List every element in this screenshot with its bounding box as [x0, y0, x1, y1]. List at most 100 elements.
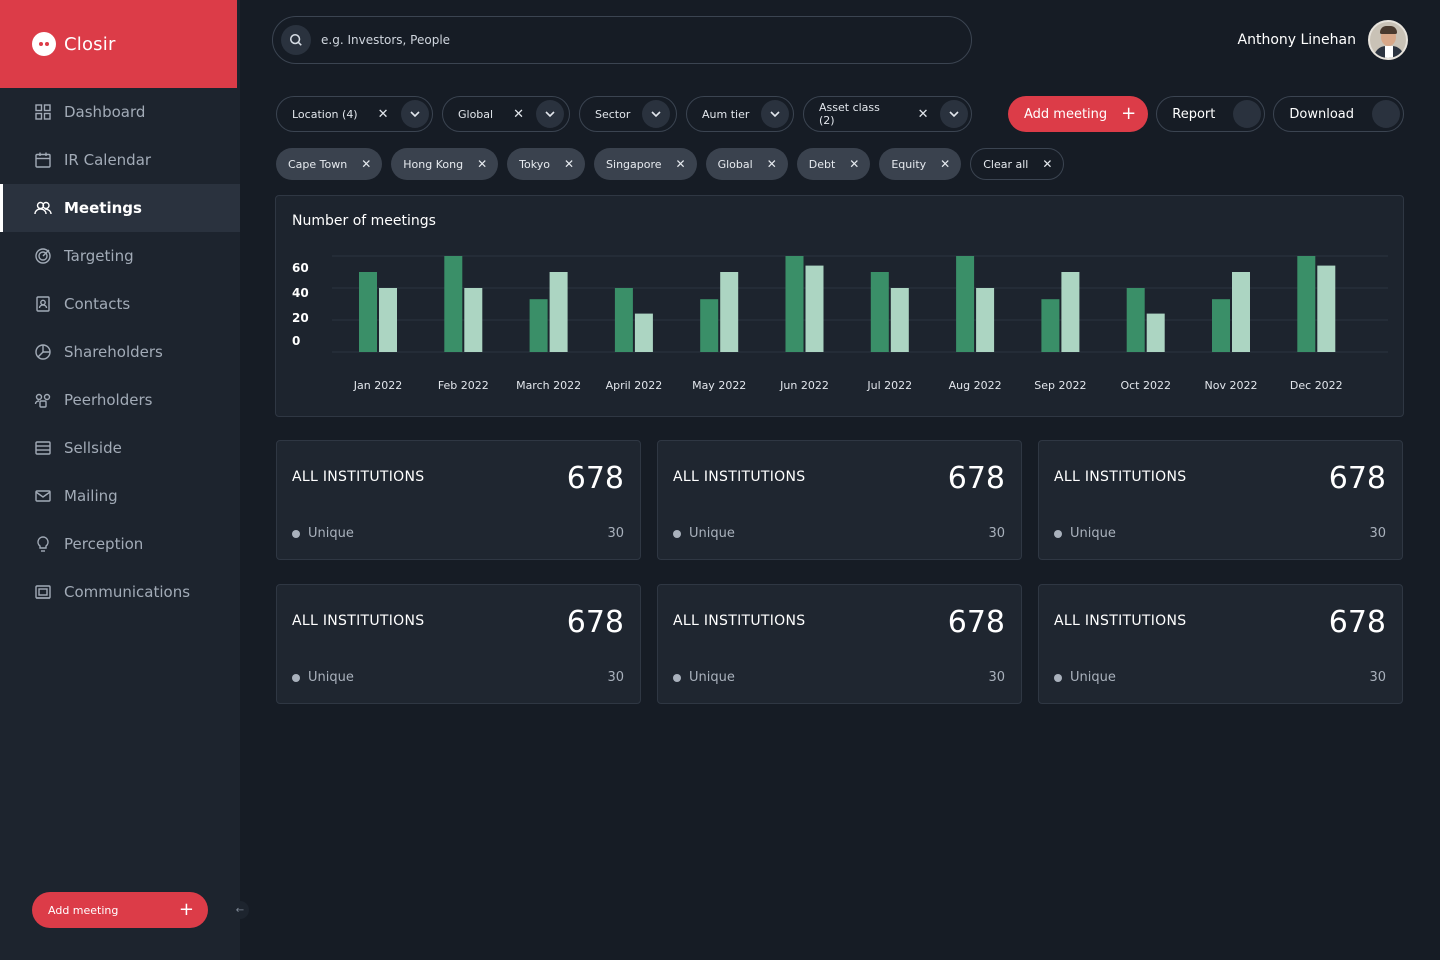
- x-tick-label: March 2022: [516, 379, 581, 392]
- search-input[interactable]: [321, 33, 921, 47]
- chart-bar: [464, 288, 483, 352]
- sidebar-item-label: Communications: [64, 583, 191, 601]
- stat-value: 678: [566, 605, 624, 640]
- close-icon[interactable]: ✕: [563, 157, 575, 171]
- sidebar-item-perception[interactable]: Perception: [0, 520, 240, 568]
- bulb-icon: [34, 535, 52, 553]
- report-button[interactable]: Report: [1156, 96, 1266, 132]
- sidebar-item-shareholders[interactable]: Shareholders: [0, 328, 240, 376]
- chart-bar: [805, 265, 824, 352]
- sidebar-add-meeting-button[interactable]: Add meeting +: [32, 892, 208, 928]
- close-icon[interactable]: ✕: [940, 157, 951, 171]
- sidebar-item-dashboard[interactable]: Dashboard: [0, 88, 240, 136]
- close-icon[interactable]: ✕: [513, 106, 524, 122]
- calendar-icon: [34, 151, 52, 169]
- chevron-down-icon[interactable]: [400, 100, 429, 128]
- peers-icon: [34, 391, 52, 409]
- stat-card[interactable]: ALL INSTITUTIONS 678 Unique 30: [1038, 584, 1403, 704]
- stat-sub-label: Unique: [1070, 670, 1116, 685]
- filter-label: Sector: [595, 107, 631, 121]
- sidebar-item-targeting[interactable]: Targeting: [0, 232, 240, 280]
- stat-sub-label: Unique: [689, 670, 735, 685]
- sidebar-item-peerholders[interactable]: Peerholders: [0, 376, 240, 424]
- close-icon[interactable]: ✕: [849, 157, 860, 171]
- filter-sector[interactable]: Sector: [579, 96, 677, 132]
- meetings-icon: [34, 199, 52, 217]
- y-tick-label: 40: [292, 286, 309, 300]
- stat-card[interactable]: ALL INSTITUTIONS 678 Unique 30: [1038, 440, 1403, 560]
- close-icon[interactable]: ✕: [361, 157, 372, 171]
- chip-singapore[interactable]: Singapore ✕: [594, 148, 697, 180]
- chip-hong-kong[interactable]: Hong Kong ✕: [391, 148, 499, 180]
- chip-cape-town[interactable]: Cape Town ✕: [276, 148, 383, 180]
- stat-value: 678: [1328, 605, 1386, 640]
- user-profile[interactable]: Anthony Linehan: [1237, 20, 1408, 60]
- chevron-down-icon[interactable]: [536, 100, 564, 128]
- dot-icon: [1054, 529, 1062, 538]
- x-tick-label: Jun 2022: [779, 379, 829, 392]
- plus-icon: +: [1121, 103, 1137, 124]
- stat-card[interactable]: ALL INSTITUTIONS 678 Unique 30: [657, 440, 1022, 560]
- x-tick-label: Oct 2022: [1120, 379, 1171, 392]
- download-label: Download: [1289, 106, 1354, 122]
- filter-global[interactable]: Global ✕: [442, 96, 570, 132]
- chevron-down-icon[interactable]: [761, 100, 790, 128]
- x-tick-label: Nov 2022: [1205, 379, 1258, 392]
- mail-icon: [34, 487, 52, 505]
- chip-equity[interactable]: Equity ✕: [879, 148, 962, 180]
- search-bar[interactable]: [272, 16, 972, 64]
- close-icon[interactable]: ✕: [675, 157, 686, 171]
- report-label: Report: [1172, 106, 1216, 122]
- chip-debt[interactable]: Debt ✕: [796, 148, 871, 180]
- chart-bar: [529, 299, 548, 352]
- chart-bar: [634, 313, 653, 352]
- chip-label: Cape Town: [288, 157, 348, 171]
- chart-bar: [870, 272, 889, 352]
- close-icon[interactable]: ✕: [917, 106, 929, 122]
- close-icon[interactable]: ✕: [377, 106, 389, 122]
- sidebar-nav: Dashboard IR Calendar Meetings Targeting…: [0, 88, 240, 616]
- stat-card[interactable]: ALL INSTITUTIONS 678 Unique 30: [276, 584, 641, 704]
- sidebar-item-ir-calendar[interactable]: IR Calendar: [0, 136, 240, 184]
- filter-label: Location (4): [292, 107, 358, 121]
- chevron-down-icon[interactable]: [940, 100, 968, 128]
- user-name: Anthony Linehan: [1237, 32, 1357, 48]
- sidebar-item-contacts[interactable]: Contacts: [0, 280, 240, 328]
- avatar[interactable]: [1368, 20, 1408, 60]
- sidebar-item-label: Peerholders: [64, 391, 153, 409]
- search-icon[interactable]: [281, 25, 311, 55]
- chart-bar: [1146, 313, 1165, 352]
- stat-sub-value: 30: [1369, 526, 1386, 541]
- filter-location[interactable]: Location (4) ✕: [276, 96, 433, 132]
- sidebar-item-meetings[interactable]: Meetings: [0, 184, 240, 232]
- brand-header[interactable]: Closir: [0, 0, 237, 88]
- sidebar-item-communications[interactable]: Communications: [0, 568, 240, 616]
- chip-tokyo[interactable]: Tokyo ✕: [507, 148, 586, 180]
- stat-sub-label: Unique: [689, 526, 735, 541]
- stat-label: ALL INSTITUTIONS: [292, 613, 425, 629]
- filter-asset-class[interactable]: Asset class (2) ✕: [803, 96, 972, 132]
- clear-all-button[interactable]: Clear all ✕: [970, 148, 1065, 180]
- close-icon[interactable]: ✕: [766, 157, 777, 171]
- sidebar-add-meeting-label: Add meeting: [48, 903, 119, 917]
- add-meeting-button[interactable]: Add meeting +: [1008, 96, 1149, 132]
- sidebar-item-label: Shareholders: [64, 343, 163, 361]
- chart-bar: [359, 272, 377, 352]
- stat-label: ALL INSTITUTIONS: [673, 469, 806, 485]
- chevron-down-icon[interactable]: [642, 100, 671, 128]
- download-button[interactable]: Download: [1273, 96, 1404, 132]
- chip-global[interactable]: Global ✕: [705, 148, 788, 180]
- filter-aum-tier[interactable]: Aum tier: [686, 96, 794, 132]
- collapse-sidebar-icon[interactable]: ←: [231, 901, 249, 919]
- close-icon[interactable]: ✕: [477, 157, 488, 171]
- stat-card[interactable]: ALL INSTITUTIONS 678 Unique 30: [276, 440, 641, 560]
- plus-icon: +: [178, 899, 194, 920]
- sidebar-item-sellside[interactable]: Sellside: [0, 424, 240, 472]
- sidebar-item-mailing[interactable]: Mailing: [0, 472, 240, 520]
- stat-card[interactable]: ALL INSTITUTIONS 678 Unique 30: [657, 584, 1022, 704]
- stat-value: 678: [947, 605, 1005, 640]
- stat-sub-value: 30: [607, 526, 624, 541]
- stat-label: ALL INSTITUTIONS: [1054, 613, 1187, 629]
- sidebar-item-label: Perception: [64, 535, 144, 553]
- stat-value: 678: [566, 461, 624, 496]
